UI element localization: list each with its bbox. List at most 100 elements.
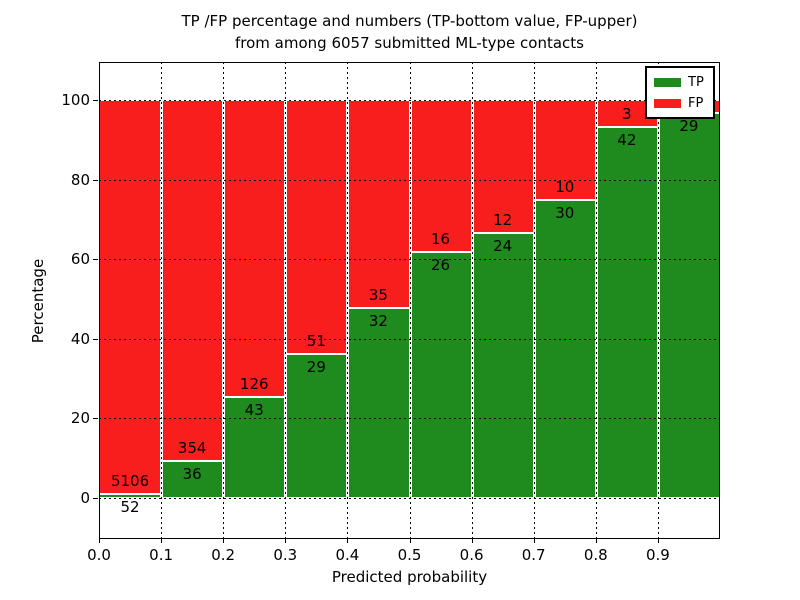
bar-boundary-edge: [285, 352, 348, 355]
x-tick: [471, 539, 473, 543]
x-tick: [533, 539, 535, 543]
y-tick-label: 80: [70, 170, 90, 189]
v-gridline: [347, 62, 349, 539]
h-gridline: [99, 498, 720, 499]
fp-count-label: 354: [177, 439, 207, 458]
x-tick-label: 0.6: [459, 546, 484, 564]
y-tick: [93, 498, 98, 499]
x-tick-label: 0.2: [211, 546, 236, 564]
y-axis-label: Percentage: [29, 258, 47, 344]
tp-count-label: 32: [368, 311, 388, 330]
bar-segment-fp: [99, 100, 162, 494]
v-gridline: [223, 62, 225, 539]
y-tick: [93, 179, 98, 181]
fp-legend-swatch: [654, 98, 681, 108]
v-gridline: [161, 62, 163, 539]
tp-count-label: 29: [306, 357, 326, 376]
legend-item-fp: FP: [654, 94, 706, 112]
v-gridline: [285, 62, 287, 539]
v-gridline: [471, 62, 473, 539]
x-tick-label: 0.9: [645, 546, 670, 564]
y-tick-label: 40: [70, 329, 90, 348]
bar-segment-tp: [223, 396, 286, 498]
bar-segment-fp: [223, 100, 286, 397]
bar-segment-fp: [533, 100, 596, 200]
bar-boundary-edge: [409, 250, 472, 253]
bar-segment-tp: [347, 307, 410, 498]
bar-segment-tp: [533, 199, 596, 498]
chart-title-line1: TP /FP percentage and numbers (TP-bottom…: [181, 12, 638, 30]
bar-segment-tp: [595, 126, 658, 498]
tp-count-label: 36: [182, 465, 202, 484]
y-tick-label: 100: [61, 91, 90, 109]
y-tick: [93, 100, 98, 101]
fp-count-label: 51: [306, 331, 326, 350]
x-tick: [595, 539, 597, 543]
tp-count-label: 43: [244, 400, 264, 419]
fp-count-label: 10: [555, 177, 575, 196]
bar-segment-fp: [409, 100, 472, 252]
x-tick-label: 0.3: [273, 546, 298, 564]
fp-count-label: 12: [493, 210, 513, 229]
bar-boundary-edge: [161, 460, 224, 463]
x-tick: [657, 539, 659, 543]
v-gridline: [533, 62, 535, 539]
tp-count-label: 52: [120, 497, 140, 516]
y-tick: [93, 418, 98, 420]
fp-count-label: 126: [239, 374, 269, 393]
fp-legend-label: FP: [688, 95, 704, 111]
y-tick: [93, 259, 98, 261]
x-tick: [161, 539, 163, 543]
chart-title-line2: from among 6057 submitted ML-type contac…: [235, 34, 584, 52]
fp-count-label: 35: [368, 285, 388, 304]
h-gridline: [99, 100, 720, 101]
h-gridline: [99, 179, 720, 181]
x-tick: [409, 539, 411, 543]
bar-boundary-edge: [223, 395, 286, 398]
y-tick: [93, 338, 98, 340]
bar-boundary-edge: [347, 306, 410, 309]
fp-count-label: 5106: [110, 471, 150, 490]
tp-count-label: 29: [679, 117, 699, 136]
tp-legend-label: TP: [688, 74, 704, 90]
bar-segment-fp: [347, 100, 410, 308]
fp-count-label: 3: [622, 104, 632, 123]
x-tick-label: 0.4: [335, 546, 360, 564]
h-gridline: [99, 338, 720, 340]
plot-area: TP FP 5106 52 354 36 126 43 51 29 35 32 16 26 12 24 10…: [99, 62, 720, 539]
bar-segment-tp: [161, 461, 224, 498]
bar-segment-tp: [471, 232, 534, 498]
bar-segment-tp: [657, 113, 720, 498]
tp-count-label: 30: [555, 203, 575, 222]
v-gridline: [409, 62, 411, 539]
bar-segment-tp: [99, 493, 162, 498]
bar-segment-tp: [409, 251, 472, 498]
x-tick-label: 0.0: [87, 546, 111, 564]
bar-segment-fp: [285, 100, 348, 354]
x-tick: [285, 539, 287, 543]
x-axis-label: Predicted probability: [331, 568, 488, 586]
bar-boundary-edge: [99, 492, 162, 495]
x-tick: [99, 539, 100, 543]
tp-count-label: 42: [617, 130, 637, 149]
tp-legend-swatch: [654, 77, 681, 87]
x-tick-label: 0.8: [583, 546, 608, 564]
tp-count-label: 24: [493, 236, 513, 255]
bar-segment-tp: [285, 353, 348, 498]
legend-item-tp: TP: [654, 73, 706, 91]
tp-count-label: 26: [431, 255, 451, 274]
x-tick-label: 0.7: [521, 546, 546, 564]
h-gridline: [99, 259, 720, 261]
y-tick-label: 20: [70, 409, 90, 428]
bar-boundary-edge: [533, 198, 596, 201]
y-tick-label: 0: [80, 489, 90, 507]
x-tick: [223, 539, 225, 543]
v-gridline: [595, 62, 597, 539]
bar-segment-fp: [161, 100, 224, 462]
bar-boundary-edge: [471, 231, 534, 234]
x-tick: [347, 539, 349, 543]
bar-segment-fp: [471, 100, 534, 233]
h-gridline: [99, 418, 720, 420]
x-tick-label: 0.5: [397, 546, 422, 564]
